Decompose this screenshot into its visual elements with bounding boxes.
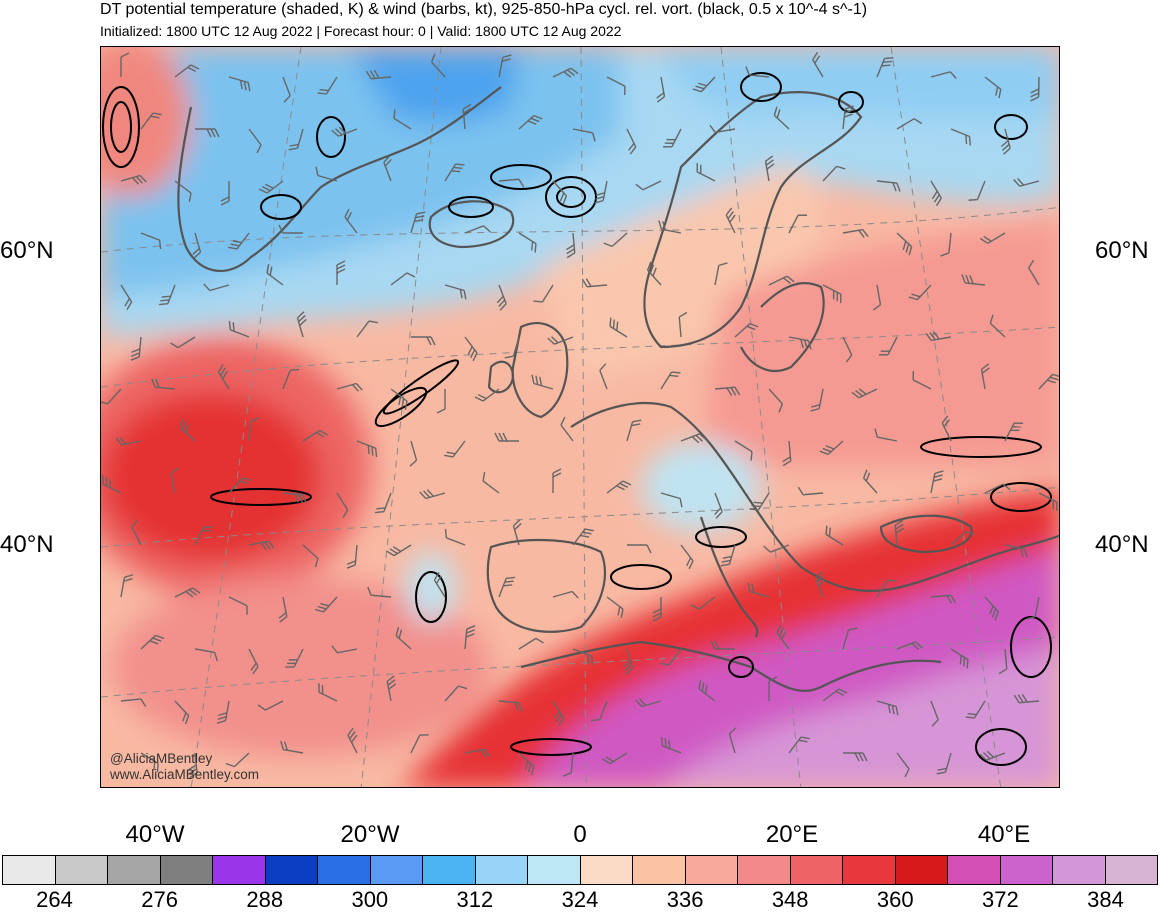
- lon-label-40w: 40°W: [126, 821, 185, 849]
- colorbar-swatch: [843, 856, 896, 884]
- colorbar-swatch: [371, 856, 424, 884]
- colorbar-label: 372: [982, 887, 1019, 913]
- midatlantic-cool: [406, 552, 456, 622]
- chart-title: DT potential temperature (shaded, K) & w…: [100, 1, 867, 19]
- colorbar-label: 312: [457, 887, 494, 913]
- colorbar-label: 384: [1087, 887, 1124, 913]
- lat-label-40n-left: 40°N: [0, 531, 54, 559]
- colorbar-swatch: [686, 856, 739, 884]
- colorbar-swatch: [476, 856, 529, 884]
- colorbar-label: 288: [246, 887, 283, 913]
- colorbar-swatch: [738, 856, 791, 884]
- colorbar-label: 360: [877, 887, 914, 913]
- colorbar-swatch: [528, 856, 581, 884]
- chart-subtitle: Initialized: 1800 UTC 12 Aug 2022 | Fore…: [100, 23, 621, 39]
- atlantic-warm-core: [101, 392, 321, 562]
- colorbar-swatch: [213, 856, 266, 884]
- lat-label-40n-right: 40°N: [1095, 531, 1149, 559]
- colorbar: [2, 855, 1158, 885]
- map-svg: [101, 47, 1060, 788]
- credit-url: www.AliciaMBentley.com: [110, 767, 259, 782]
- lon-label-20w: 20°W: [341, 821, 400, 849]
- map-panel: [100, 46, 1060, 788]
- lon-label-40e: 40°E: [978, 821, 1030, 849]
- colorbar-swatch: [161, 856, 214, 884]
- credit-handle: @AliciaMBentley: [110, 751, 212, 766]
- colorbar-label: 264: [36, 887, 73, 913]
- colorbar-swatch: [1106, 856, 1158, 884]
- colorbar-swatch: [318, 856, 371, 884]
- colorbar-label: 348: [772, 887, 809, 913]
- colorbar-swatch: [3, 856, 56, 884]
- colorbar-label: 276: [141, 887, 178, 913]
- colorbar-swatch: [266, 856, 319, 884]
- colorbar-label: 336: [667, 887, 704, 913]
- colorbar-swatch: [633, 856, 686, 884]
- colorbar-swatch: [1053, 856, 1106, 884]
- colorbar-swatch: [1001, 856, 1054, 884]
- colorbar-swatch: [896, 856, 949, 884]
- lon-label-0: 0: [573, 821, 586, 849]
- colorbar-label: 324: [562, 887, 599, 913]
- colorbar-swatch: [108, 856, 161, 884]
- colorbar-swatch: [791, 856, 844, 884]
- lat-label-60n-right: 60°N: [1095, 237, 1149, 265]
- colorbar-label: 300: [351, 887, 388, 913]
- lon-label-20e: 20°E: [766, 821, 818, 849]
- colorbar-swatch: [423, 856, 476, 884]
- colorbar-swatch: [948, 856, 1001, 884]
- colorbar-swatch: [581, 856, 634, 884]
- lat-label-60n-left: 60°N: [0, 237, 54, 265]
- colorbar-swatch: [56, 856, 109, 884]
